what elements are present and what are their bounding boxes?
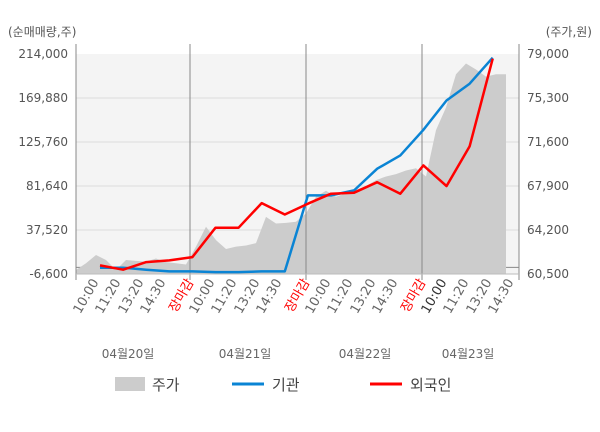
left-tick-label: 169,880: [18, 91, 68, 105]
right-tick-label: 64,200: [527, 223, 569, 237]
date-label: 04월22일: [339, 347, 392, 361]
date-label: 04월20일: [102, 347, 155, 361]
right-axis-label: (주가,원): [546, 25, 592, 39]
institution-line: [100, 56, 494, 274]
date-label: 04월23일: [442, 347, 495, 361]
price-area: [76, 63, 506, 274]
foreign-line: [99, 58, 494, 271]
left-tick-label: 37,520: [26, 223, 68, 237]
right-tick-label: 71,600: [527, 135, 569, 149]
left-tick-label: 214,000: [18, 47, 68, 61]
right-tick-label: 67,900: [527, 179, 569, 193]
left-tick-label: 81,640: [26, 179, 68, 193]
legend-price-label: 주가: [152, 376, 180, 394]
legend-price-swatch: [115, 377, 145, 391]
right-tick-label: 60,500: [527, 267, 569, 281]
left-tick-label: 125,760: [18, 135, 68, 149]
left-axis-label: (순매매량,주): [8, 25, 76, 39]
date-label: 04월21일: [219, 347, 272, 361]
legend-institution-label: 기관: [272, 376, 300, 394]
right-tick-label: 75,300: [527, 91, 569, 105]
legend: 주가 기관 외국인: [115, 376, 451, 394]
left-tick-label: -6,600: [29, 267, 68, 281]
legend-foreign-label: 외국인: [410, 376, 451, 394]
right-tick-label: 79,000: [527, 47, 569, 61]
